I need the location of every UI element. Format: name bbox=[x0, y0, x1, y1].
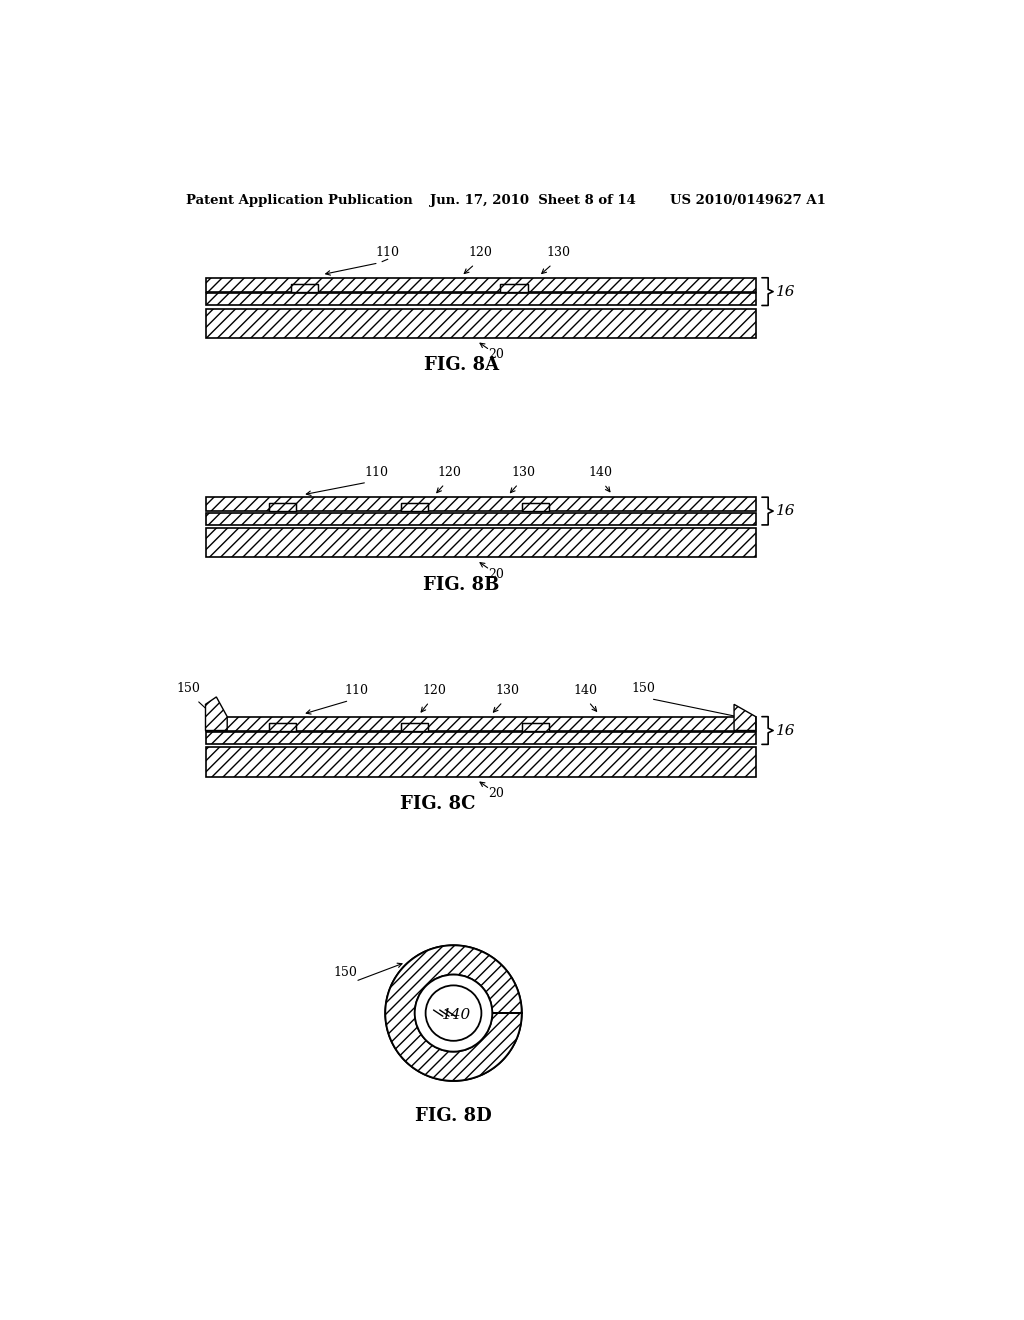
Bar bbox=[401, 503, 428, 511]
Bar bbox=[522, 723, 549, 730]
Text: 140: 140 bbox=[442, 1007, 471, 1022]
Bar bbox=[401, 723, 428, 730]
Bar bbox=[206, 277, 756, 292]
Bar bbox=[206, 309, 756, 338]
Text: FIG. 8C: FIG. 8C bbox=[400, 795, 476, 813]
Text: 150: 150 bbox=[176, 682, 201, 696]
Bar bbox=[401, 503, 428, 511]
Circle shape bbox=[426, 985, 481, 1040]
Bar bbox=[206, 528, 756, 557]
Bar bbox=[206, 293, 756, 305]
Bar bbox=[522, 503, 549, 511]
Polygon shape bbox=[734, 705, 756, 730]
Text: 120: 120 bbox=[469, 247, 493, 259]
Text: 130: 130 bbox=[511, 466, 536, 479]
Bar bbox=[522, 723, 549, 730]
Polygon shape bbox=[206, 697, 227, 730]
Text: 120: 120 bbox=[437, 466, 462, 479]
Text: 150: 150 bbox=[632, 682, 655, 696]
Bar bbox=[522, 503, 549, 511]
Bar bbox=[401, 723, 428, 730]
Text: 20: 20 bbox=[488, 787, 504, 800]
Bar bbox=[269, 723, 296, 730]
Text: Patent Application Publication: Patent Application Publication bbox=[186, 194, 413, 207]
Bar bbox=[206, 498, 756, 511]
Text: 16: 16 bbox=[776, 723, 796, 738]
Bar bbox=[291, 284, 318, 292]
Bar bbox=[269, 723, 296, 730]
Text: FIG. 8B: FIG. 8B bbox=[423, 576, 500, 594]
Text: 110: 110 bbox=[376, 247, 399, 259]
Text: 110: 110 bbox=[364, 466, 388, 479]
Text: 130: 130 bbox=[546, 247, 570, 259]
Bar bbox=[269, 503, 296, 511]
Text: FIG. 8D: FIG. 8D bbox=[415, 1107, 492, 1125]
Text: 140: 140 bbox=[573, 684, 597, 697]
Polygon shape bbox=[385, 945, 521, 1081]
Text: FIG. 8A: FIG. 8A bbox=[424, 356, 499, 374]
Circle shape bbox=[385, 945, 521, 1081]
Text: 16: 16 bbox=[776, 504, 796, 517]
Text: 16: 16 bbox=[776, 285, 796, 298]
Text: 20: 20 bbox=[488, 568, 504, 581]
Text: Jun. 17, 2010  Sheet 8 of 14: Jun. 17, 2010 Sheet 8 of 14 bbox=[430, 194, 636, 207]
Bar bbox=[291, 284, 318, 292]
Bar bbox=[206, 747, 756, 776]
Bar bbox=[206, 512, 756, 525]
Bar bbox=[269, 503, 296, 511]
Text: 150: 150 bbox=[333, 966, 357, 979]
Text: 130: 130 bbox=[496, 684, 520, 697]
Text: 110: 110 bbox=[345, 684, 369, 697]
Text: 120: 120 bbox=[422, 684, 446, 697]
Circle shape bbox=[415, 974, 493, 1052]
Bar bbox=[206, 717, 756, 730]
Bar bbox=[500, 284, 527, 292]
Text: 20: 20 bbox=[488, 348, 504, 362]
Bar bbox=[500, 284, 527, 292]
Text: 140: 140 bbox=[589, 466, 612, 479]
Text: US 2010/0149627 A1: US 2010/0149627 A1 bbox=[671, 194, 826, 207]
Bar bbox=[206, 733, 756, 744]
